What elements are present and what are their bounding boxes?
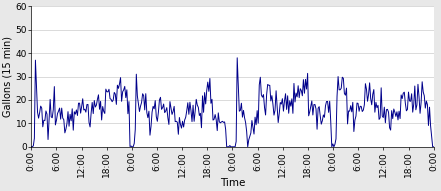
Y-axis label: Gallons (15 min): Gallons (15 min) bbox=[3, 36, 13, 117]
X-axis label: Time: Time bbox=[220, 178, 245, 188]
